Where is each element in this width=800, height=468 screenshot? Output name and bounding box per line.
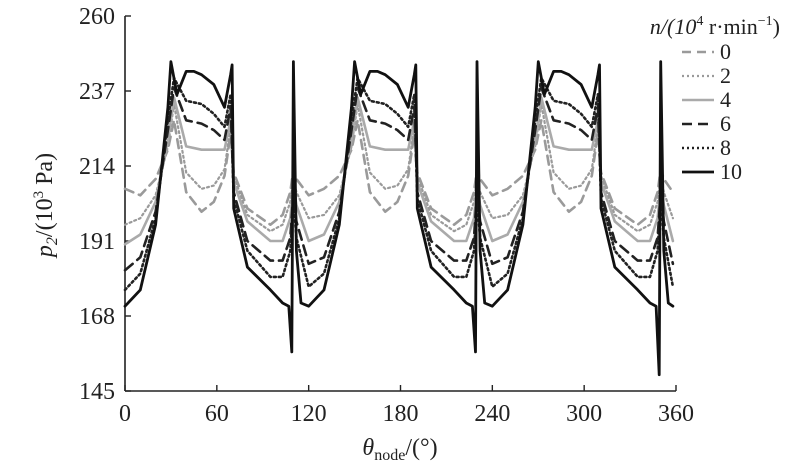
series-layer (123, 60, 675, 377)
series-line-n6 (123, 86, 675, 272)
y-tick-label: 214 (79, 154, 115, 180)
y-axis-title-sub: 2 (44, 237, 61, 245)
legend-entry-label: 6 (720, 111, 731, 136)
x-tick-label: 300 (566, 401, 602, 427)
series-line-n0 (123, 119, 675, 226)
legend-title-sup: 4 (696, 14, 703, 29)
x-axis-title-main: θ (362, 435, 374, 461)
y-tick-label: 145 (79, 379, 115, 405)
y-tick-label: 237 (79, 79, 115, 105)
x-tick-label: 120 (291, 401, 327, 427)
x-tick-label: 180 (383, 401, 419, 427)
series-line-n2 (123, 102, 675, 233)
x-ticks: 0 60 120 180 240 300 360 (119, 385, 694, 427)
y-tick-label: 191 (79, 229, 115, 255)
legend-title-sup2: −1 (758, 14, 773, 29)
x-axis-title-unit: /(°) (405, 435, 437, 461)
legend-title-close: ) (773, 14, 780, 39)
x-axis-title: θnode/(°) (362, 435, 437, 464)
legend-entry-label: 4 (720, 87, 731, 112)
y-ticks: 145 168 191 214 237 260 (79, 4, 131, 405)
series-line-n8 (123, 76, 675, 292)
x-tick-label: 240 (474, 401, 510, 427)
legend-entry-label: 8 (720, 135, 731, 160)
legend-title-pre: n/(10 (650, 14, 696, 39)
legend-entry-label: 2 (720, 63, 731, 88)
y-axis-title-main: p (32, 245, 58, 259)
y-tick-label: 260 (79, 4, 115, 30)
y-axis-title-unit-pre: /(10 (32, 198, 58, 237)
x-tick-label: 60 (205, 401, 229, 427)
legend-title-post: r·min (703, 14, 757, 39)
y-axis-title-unit-sup: 3 (31, 191, 47, 199)
y-axis-title: p2/(103 Pa) (31, 153, 61, 259)
series-line-n10 (123, 60, 675, 377)
x-axis-title-sub: node (374, 447, 405, 464)
y-axis-title-unit-post: Pa) (32, 153, 58, 191)
y-tick-label: 168 (79, 304, 115, 330)
axes (124, 16, 676, 392)
legend-entry-label: 10 (720, 159, 742, 184)
legend-title: n/(104 r·min−1) (650, 14, 780, 39)
x-tick-label: 0 (119, 401, 131, 427)
x-tick-label: 360 (658, 401, 694, 427)
legend-entry-label: 0 (720, 39, 731, 64)
series-line-n4 (123, 96, 675, 246)
